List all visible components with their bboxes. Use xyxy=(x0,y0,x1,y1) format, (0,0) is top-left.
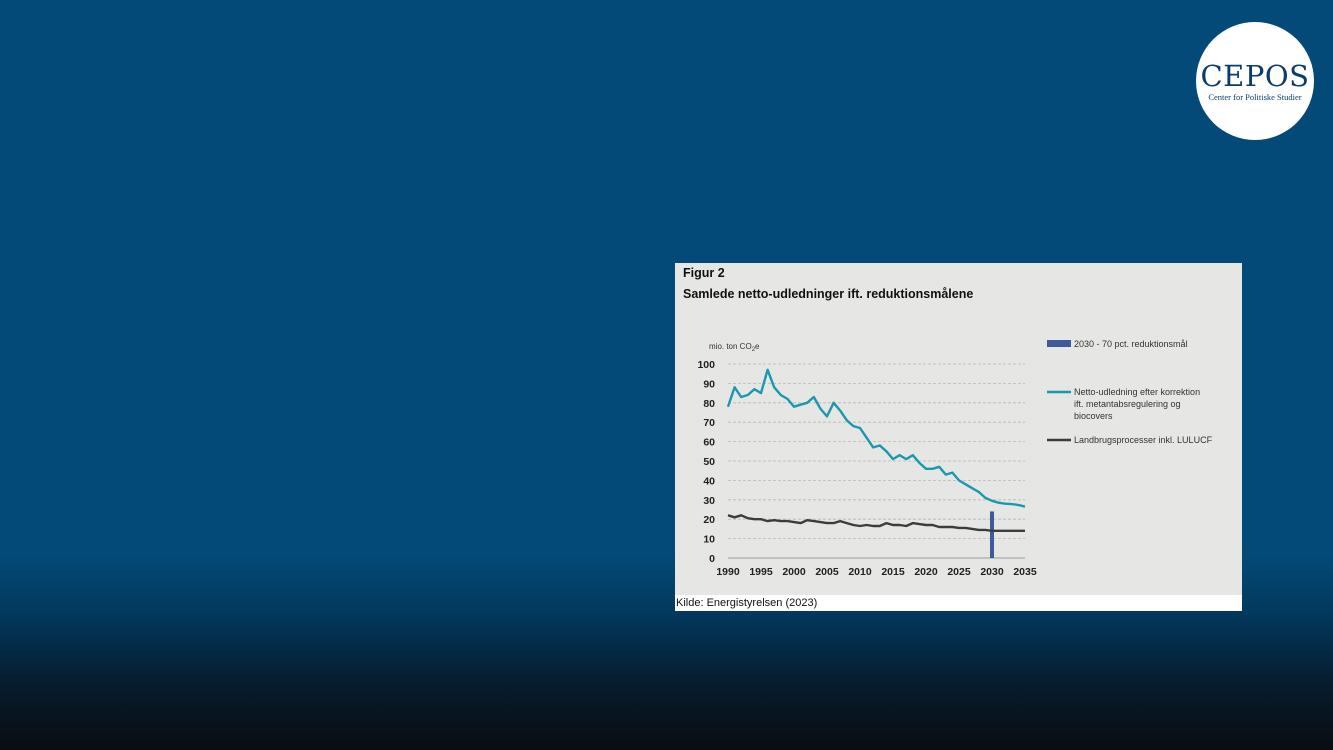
figure-source: Kilde: Energistyrelsen (2023) xyxy=(675,595,1242,611)
y-tick-label: 60 xyxy=(703,437,715,449)
y-unit-subscript: 2 xyxy=(752,347,756,353)
x-tick-label: 1990 xyxy=(716,566,740,578)
figure-number: Figur 2 xyxy=(683,266,725,280)
x-tick-label: 2000 xyxy=(782,566,806,578)
figure-panel: Figur 2 Samlede netto-udledninger ift. r… xyxy=(675,263,1242,611)
y-axis-ticks: 0 10 20 30 40 50 60 70 80 90 100 xyxy=(697,359,715,565)
legend-label-line: Landbrugsprocesser inkl. LULUCF xyxy=(1074,435,1213,445)
y-unit-suffix: e xyxy=(755,342,760,351)
y-tick-label: 30 xyxy=(703,495,715,507)
x-tick-label: 2010 xyxy=(848,566,872,578)
legend-label-line: Netto-udledning efter korrektion xyxy=(1074,387,1200,397)
y-tick-label: 100 xyxy=(697,359,715,371)
grid-lines xyxy=(728,363,1025,559)
x-tick-label: 2005 xyxy=(815,566,839,578)
x-tick-label: 2030 xyxy=(980,566,1004,578)
x-tick-label: 1995 xyxy=(749,566,773,578)
y-tick-label: 70 xyxy=(703,417,715,429)
x-tick-label: 2015 xyxy=(881,566,905,578)
y-unit-prefix: mio. ton CO xyxy=(709,342,752,351)
legend: 2030 - 70 pct. reduktionsmål Netto-udledn… xyxy=(1047,339,1213,445)
legend-label-series: Landbrugsprocesser inkl. LULUCF xyxy=(1074,435,1213,445)
y-tick-label: 50 xyxy=(703,456,715,468)
legend-swatch-target-bar xyxy=(1047,340,1071,347)
legend-label-line: biocovers xyxy=(1074,411,1113,421)
legend-label-line: ift. metantabsregulering og xyxy=(1074,399,1181,409)
x-axis-ticks: 1990 1995 2000 2005 2010 2015 2020 2025 2030 2035 xyxy=(716,566,1037,578)
logo-tagline: Center for Politiske Studier xyxy=(1208,91,1302,102)
logo-wordmark: CEPOS xyxy=(1200,58,1310,93)
legend-label-series: Netto-udledning efter korrektion ift. met… xyxy=(1074,387,1200,421)
y-axis-unit-label: mio. ton CO2e xyxy=(709,342,760,353)
y-tick-label: 90 xyxy=(703,378,715,390)
y-tick-label: 80 xyxy=(703,398,715,410)
figure-title: Samlede netto-udledninger ift. reduktion… xyxy=(683,287,974,301)
y-tick-label: 0 xyxy=(709,553,715,565)
y-tick-label: 20 xyxy=(703,514,715,526)
target-bar-2030 xyxy=(990,511,994,558)
legend-label-target-bar: 2030 - 70 pct. reduktionsmål xyxy=(1074,339,1188,349)
y-tick-label: 10 xyxy=(703,534,715,546)
y-tick-label: 40 xyxy=(703,475,715,487)
series-line-netto-udledning xyxy=(726,368,1026,508)
x-tick-label: 2035 xyxy=(1013,566,1037,578)
cepos-logo: CEPOS Center for Politiske Studier xyxy=(1196,22,1314,140)
x-tick-label: 2025 xyxy=(947,566,971,578)
chart-marks xyxy=(726,368,1026,558)
x-tick-label: 2020 xyxy=(914,566,938,578)
series-line-landbrugsprocesser xyxy=(727,514,1025,532)
